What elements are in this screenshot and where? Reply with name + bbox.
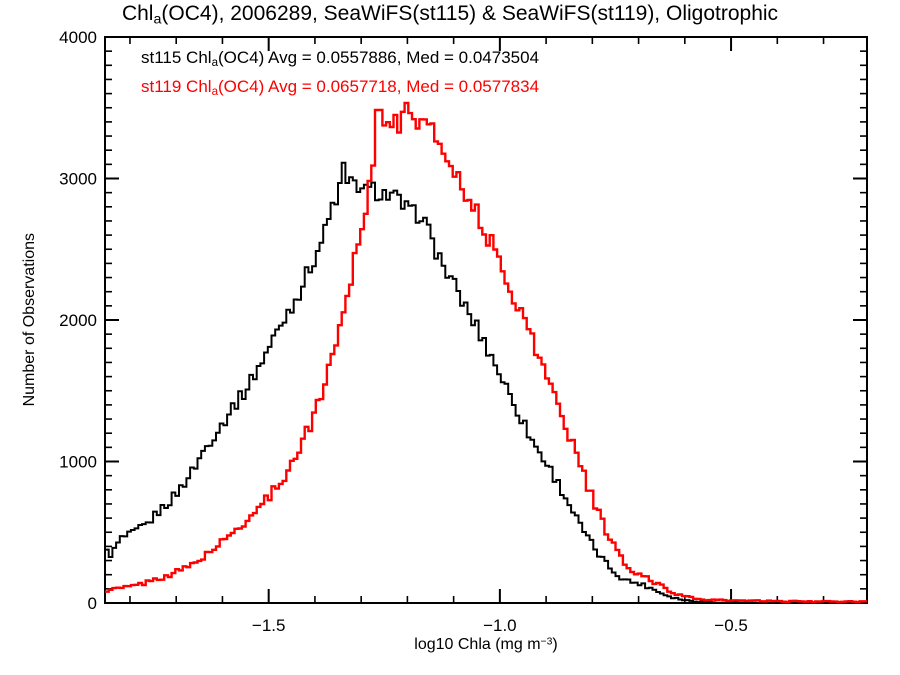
series-curve-st115: [105, 161, 867, 604]
plot-frame: [104, 36, 868, 604]
legend-st115-subscript: a: [211, 56, 218, 69]
y-tick-label: 1000: [59, 453, 97, 472]
legend-st119-text: st119 Chl: [141, 77, 212, 96]
y-axis-title: Number of Observations: [21, 233, 38, 407]
y-tick-label: 2000: [59, 311, 97, 330]
y-tick-label: 4000: [59, 28, 97, 47]
series-curve-st119: [105, 101, 867, 604]
y-tick-label: 3000: [59, 170, 97, 189]
x-tick-label: −1.5: [252, 616, 286, 635]
y-tick-label: 0: [88, 594, 97, 613]
legend-st115-stats: (OC4) Avg = 0.0557886, Med = 0.0473504: [217, 48, 540, 67]
x-tick-label: −0.5: [714, 616, 748, 635]
chart-title-subscript: a: [153, 11, 162, 28]
chart-title-rest: (OC4), 2006289, SeaWiFS(st115) & SeaWiFS…: [161, 2, 779, 25]
x-axis-title-exponent: −3: [540, 636, 553, 648]
legend-entry-st115: st115 Chla(OC4) Avg = 0.0557886, Med = 0…: [141, 48, 539, 69]
chart-title: Chla(OC4), 2006289, SeaWiFS(st115) & Sea…: [0, 2, 900, 28]
legend-st119-subscript: a: [211, 85, 218, 98]
legend-st115-text: st115 Chl: [141, 48, 212, 67]
x-axis-title-close: ): [552, 636, 558, 653]
chart-title-text: Chl: [121, 2, 154, 25]
y-axis-title-container: Number of Observations: [18, 37, 42, 603]
x-axis-title-text: log10 Chla (mg m: [414, 636, 541, 653]
legend-entry-st119: st119 Chla(OC4) Avg = 0.0657718, Med = 0…: [141, 77, 539, 98]
x-tick-label: −1.0: [483, 616, 517, 635]
legend-st119-stats: (OC4) Avg = 0.0657718, Med = 0.0577834: [217, 77, 540, 96]
x-axis-title: log10 Chla (mg m−3): [105, 636, 867, 654]
